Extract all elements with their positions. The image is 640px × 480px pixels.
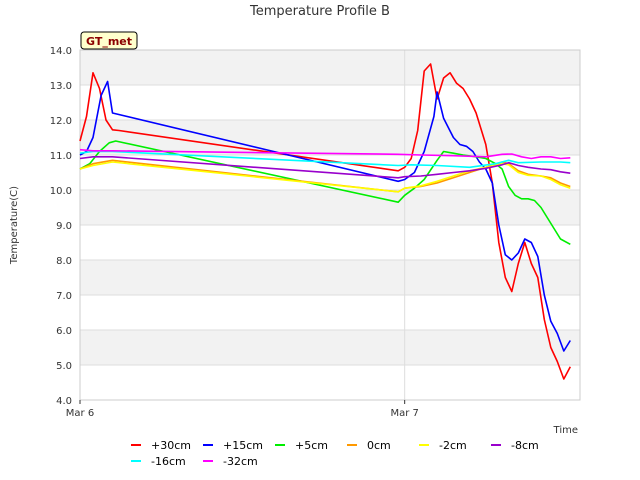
y-axis-ticks: 4.0 5.0 6.0 7.0 8.0 9.0 10.0 11.0 12.0 13.0 14.0 (50, 46, 72, 407)
badge-label: GT_met (86, 35, 132, 48)
legend-item: -16cm (131, 455, 186, 468)
legend-item: +15cm (203, 439, 263, 452)
y-tick-label: 7.0 (56, 291, 72, 302)
legend-label: 0cm (367, 439, 391, 452)
legend-label: -16cm (151, 455, 186, 468)
y-tick-label: 6.0 (56, 326, 72, 337)
legend-item: -32cm (203, 455, 258, 468)
y-tick-label: 11.0 (50, 151, 72, 162)
badge-background (80, 31, 138, 50)
legend-label: -2cm (439, 439, 467, 452)
x-axis-label: Time (553, 425, 578, 436)
series-line--8cm (79, 156, 571, 179)
legend-label: +5cm (295, 439, 328, 452)
series-line-+30cm (79, 63, 572, 380)
y-tick-label: 5.0 (56, 361, 72, 372)
x-tick-label: Mar 6 (66, 408, 94, 419)
x-tick-label: Mar 7 (390, 408, 418, 419)
site-badge: GT_met (80, 31, 138, 50)
y-tick-label: 4.0 (56, 396, 72, 407)
plot-background-bands (80, 50, 580, 365)
x-axis-ticks: Mar 6 Mar 7 (66, 400, 419, 419)
legend-item: -2cm (419, 439, 467, 452)
legend: +30cm +15cm +5cm 0cm -2cm -8cm -16cm -32cm (131, 439, 539, 468)
y-axis-label: Temperature(C) (9, 186, 20, 265)
legend-label: +30cm (151, 439, 191, 452)
background-band (80, 330, 580, 365)
y-tick-label: 12.0 (50, 116, 72, 127)
plot-frame (79, 49, 581, 401)
legend-item: -8cm (491, 439, 539, 452)
legend-item: +30cm (131, 439, 191, 452)
y-tick-label: 14.0 (50, 46, 72, 57)
background-band (80, 190, 580, 225)
y-tick-label: 8.0 (56, 256, 72, 267)
legend-item: 0cm (347, 439, 391, 452)
series-lines (79, 63, 572, 380)
legend-item: +5cm (275, 439, 328, 452)
series-line-+15cm (79, 80, 571, 352)
y-tick-label: 9.0 (56, 221, 72, 232)
y-tick-label: 13.0 (50, 81, 72, 92)
chart-title: Temperature Profile B (249, 4, 390, 19)
y-tick-label: 10.0 (50, 186, 72, 197)
background-band (80, 260, 580, 295)
legend-label: +15cm (223, 439, 263, 452)
series-line--32cm (79, 148, 571, 160)
legend-label: -32cm (223, 455, 258, 468)
legend-label: -8cm (511, 439, 539, 452)
background-band (80, 50, 580, 85)
